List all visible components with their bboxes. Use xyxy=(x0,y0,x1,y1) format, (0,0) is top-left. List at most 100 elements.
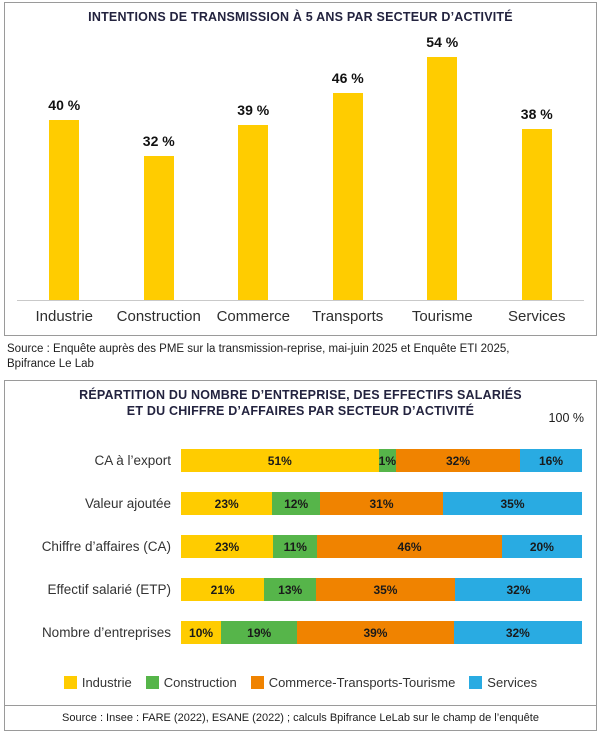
segment-commerce-transports-tourisme: 35% xyxy=(315,578,455,601)
segment-value-label: 32% xyxy=(506,582,531,597)
row-label-ca-a-l-export: CA à l’export xyxy=(94,453,171,468)
segment-value-label: 35% xyxy=(500,496,525,511)
bar-services xyxy=(521,129,552,300)
legend-swatch-services xyxy=(469,676,483,689)
repartition-chart-title-line2: ET DU CHIFFRE D’AFFAIRES PAR SECTEUR D’A… xyxy=(126,404,475,418)
category-label-construction: Construction xyxy=(116,308,201,325)
segment-value-label: 35% xyxy=(373,582,398,597)
segment-services: 20% xyxy=(501,535,582,558)
segment-construction: 13% xyxy=(264,578,316,601)
segment-commerce-transports-tourisme: 39% xyxy=(297,621,454,644)
stacked-bar-row-chiffre-d-affaires-ca: Chiffre d’affaires (CA) 23% 11% 46% 20% xyxy=(13,525,582,568)
bar-industrie xyxy=(49,120,80,300)
bar-value-label: 32 % xyxy=(142,133,175,149)
segment-commerce-transports-tourisme: 46% xyxy=(317,535,502,558)
segment-value-label: 31% xyxy=(369,496,394,511)
bar-value-label: 39 % xyxy=(237,101,270,118)
category-label-tourisme: Tourisme xyxy=(411,308,473,325)
legend-label-commerce-transports-tourisme: Commerce-Transports-Tourisme xyxy=(268,675,456,690)
bar-value-label: 46 % xyxy=(331,70,364,86)
segment-construction: 19% xyxy=(221,621,298,644)
segment-services: 32% xyxy=(453,621,582,644)
stacked-bar-effectif-salarie-etp: 21% 13% 35% 32% xyxy=(181,578,582,601)
segment-value-label: 1% xyxy=(378,453,396,468)
chart-legend: Industrie Construction Commerce-Transports… xyxy=(5,675,596,690)
legend-item-industrie: Industrie xyxy=(63,675,132,690)
bar-cell-services: 38 % xyxy=(521,106,553,300)
segment-services: 32% xyxy=(454,578,582,601)
segment-value-label: 32% xyxy=(445,453,470,468)
row-label-effectif-salarie-etp: Effectif salarié (ETP) xyxy=(47,582,171,597)
stacked-bar-row-ca-a-l-export: CA à l’export 51% 1% 32% 16% xyxy=(13,439,582,482)
bar-transports xyxy=(332,93,363,300)
bar-cell-industrie: 40 % xyxy=(48,97,80,300)
legend-swatch-industrie xyxy=(63,676,77,689)
legend-item-commerce-transports-tourisme: Commerce-Transports-Tourisme xyxy=(250,675,456,690)
segment-value-label: 16% xyxy=(538,453,564,468)
segment-value-label: 23% xyxy=(215,539,240,554)
stacked-bar-chiffre-d-affaires-ca: 23% 11% 46% 20% xyxy=(181,535,582,558)
stacked-bar-ca-a-l-export: 51% 1% 32% 16% xyxy=(181,449,582,472)
category-label-transports: Transports xyxy=(312,308,384,325)
legend-swatch-commerce-transports-tourisme xyxy=(250,676,264,689)
category-label-services: Services xyxy=(507,308,566,325)
segment-commerce-transports-tourisme: 32% xyxy=(395,449,520,472)
bar-cell-transports: 46 % xyxy=(332,70,364,300)
segment-industrie: 10% xyxy=(181,621,222,644)
segment-services: 16% xyxy=(520,449,582,472)
legend-label-industrie: Industrie xyxy=(81,675,132,690)
segment-construction: 11% xyxy=(273,535,318,558)
row-label-chiffre-d-affaires-ca: Chiffre d’affaires (CA) xyxy=(41,539,171,554)
segment-value-label: 51% xyxy=(267,453,292,468)
bar-value-label: 40 % xyxy=(48,97,81,113)
row-label-valeur-ajoutee: Valeur ajoutée xyxy=(84,496,171,511)
segment-value-label: 46% xyxy=(397,539,422,554)
transmission-chart-panel: INTENTIONS DE TRANSMISSION À 5 ANS PAR S… xyxy=(4,2,597,336)
axis-max-label: 100 % xyxy=(548,411,584,425)
segment-value-label: 11% xyxy=(283,539,307,554)
stacked-bar-valeur-ajoutee: 23% 12% 31% 35% xyxy=(181,492,582,515)
bar-construction xyxy=(143,156,174,300)
source-note-top: Source : Enquête auprès des PME sur la t… xyxy=(7,343,510,370)
category-label-commerce: Commerce xyxy=(216,308,290,325)
segment-industrie: 51% xyxy=(181,449,379,472)
segment-value-label: 10% xyxy=(189,625,214,640)
stacked-bar-row-nombre-d-entreprises: Nombre d’entreprises 10% 19% 39% 32% xyxy=(13,611,582,654)
segment-value-label: 20% xyxy=(529,539,554,554)
vertical-bar-chart-plot: 40 % 32 % 39 % 46 % 54 % 38 % xyxy=(17,31,584,301)
bar-value-label: 54 % xyxy=(426,34,459,50)
segment-industrie: 21% xyxy=(181,578,265,601)
bar-cell-tourisme: 54 % xyxy=(426,34,458,300)
bar-cell-construction: 32 % xyxy=(143,133,175,300)
segment-value-label: 23% xyxy=(214,496,239,511)
segment-construction: 1% xyxy=(378,449,396,472)
repartition-chart-panel: RÉPARTITION DU NOMBRE D’ENTREPRISE, DES … xyxy=(4,380,597,731)
bar-value-label: 38 % xyxy=(520,106,553,122)
segment-industrie: 23% xyxy=(181,492,273,515)
repartition-chart-title-line1: RÉPARTITION DU NOMBRE D’ENTREPRISE, DES … xyxy=(79,388,522,402)
legend-swatch-construction xyxy=(145,676,159,689)
legend-label-construction: Construction xyxy=(163,675,237,690)
legend-item-construction: Construction xyxy=(145,675,237,690)
stacked-bar-row-valeur-ajoutee: Valeur ajoutée 23% 12% 31% 35% xyxy=(13,482,582,525)
stacked-bar-row-effectif-salarie-etp: Effectif salarié (ETP) 21% 13% 35% 32% xyxy=(13,568,582,611)
source-note-bottom: Source : Insee : FARE (2022), ESANE (202… xyxy=(5,705,596,730)
vertical-bar-chart-categories: Industrie Construction Commerce Transports T… xyxy=(17,301,584,325)
segment-value-label: 32% xyxy=(505,625,530,640)
segment-commerce-transports-tourisme: 31% xyxy=(319,492,444,515)
segment-value-label: 39% xyxy=(363,625,388,640)
legend-label-services: Services xyxy=(487,675,538,690)
segment-value-label: 12% xyxy=(284,496,309,511)
segment-services: 35% xyxy=(443,492,582,515)
segment-value-label: 19% xyxy=(247,625,272,640)
segment-value-label: 21% xyxy=(210,582,235,597)
legend-item-services: Services xyxy=(469,675,537,690)
segment-construction: 12% xyxy=(272,492,320,515)
row-label-nombre-d-entreprises: Nombre d’entreprises xyxy=(41,625,171,640)
category-label-industrie: Industrie xyxy=(35,308,94,325)
bar-commerce xyxy=(238,124,269,300)
bar-cell-commerce: 39 % xyxy=(237,101,270,300)
segment-industrie: 23% xyxy=(181,535,274,558)
segment-value-label: 13% xyxy=(278,582,303,597)
transmission-chart-title: INTENTIONS DE TRANSMISSION À 5 ANS PAR S… xyxy=(88,10,513,24)
